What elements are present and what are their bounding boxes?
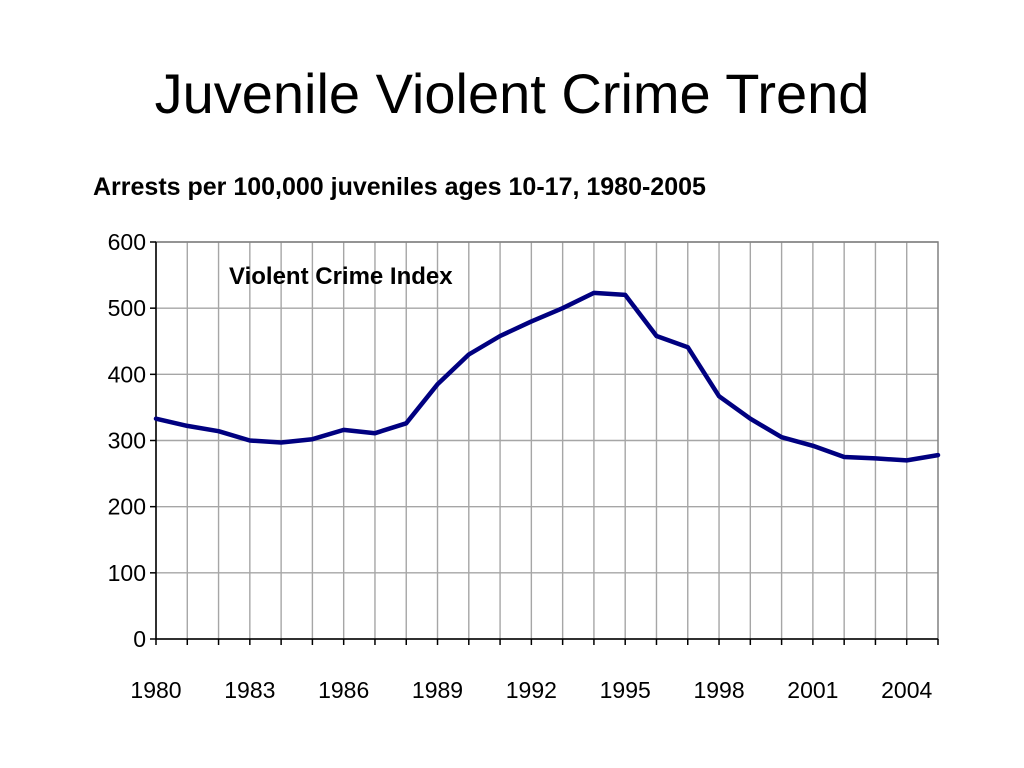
y-tick-label: 600 <box>108 229 146 255</box>
slide-title: Juvenile Violent Crime Trend <box>154 62 870 125</box>
data-point <box>374 432 376 434</box>
data-point <box>843 456 845 458</box>
chart-grid <box>156 241 938 639</box>
data-point <box>280 441 282 443</box>
x-tick-label: 1995 <box>600 677 651 703</box>
data-point <box>593 292 595 294</box>
series-annotation: Violent Crime Index <box>229 263 453 290</box>
y-tick-label: 100 <box>108 560 146 586</box>
data-point <box>405 422 407 424</box>
x-tick-label: 1989 <box>412 677 463 703</box>
data-point <box>155 418 157 420</box>
x-tick-label: 1986 <box>318 677 369 703</box>
data-point <box>562 307 564 309</box>
data-point <box>781 436 783 438</box>
y-tick-label: 500 <box>108 295 146 321</box>
data-point <box>874 457 876 459</box>
data-point <box>937 454 939 456</box>
x-tick-label: 1998 <box>693 677 744 703</box>
data-point <box>437 383 439 385</box>
data-point <box>906 459 908 461</box>
y-tick-label: 0 <box>133 626 146 652</box>
x-tick-label: 1980 <box>130 677 181 703</box>
data-point <box>718 395 720 397</box>
data-point <box>687 346 689 348</box>
series-line <box>153 290 941 463</box>
data-point <box>343 429 345 431</box>
data-point <box>624 294 626 296</box>
data-point <box>311 438 313 440</box>
series-group <box>153 290 941 463</box>
tick-labels: 0 100 200 300 400 500 600 1980 1983 1986 1989 1992 1… <box>108 229 933 703</box>
chart-axes <box>150 241 939 645</box>
x-tick-label: 2001 <box>787 677 838 703</box>
y-tick-label: 300 <box>108 428 146 454</box>
x-tick-label: 1983 <box>224 677 275 703</box>
x-tick-label: 2004 <box>881 677 932 703</box>
data-point <box>468 353 470 355</box>
y-tick-label: 200 <box>108 494 146 520</box>
data-point <box>749 418 751 420</box>
data-point <box>186 425 188 427</box>
data-point <box>499 335 501 337</box>
x-tick-label: 1992 <box>506 677 557 703</box>
data-point <box>249 440 251 441</box>
data-point <box>812 445 814 447</box>
chart-title: Arrests per 100,000 juveniles ages 10-17… <box>93 173 706 201</box>
y-tick-label: 400 <box>108 361 146 387</box>
data-point <box>530 320 532 322</box>
data-point <box>218 430 220 432</box>
data-point <box>655 335 657 337</box>
